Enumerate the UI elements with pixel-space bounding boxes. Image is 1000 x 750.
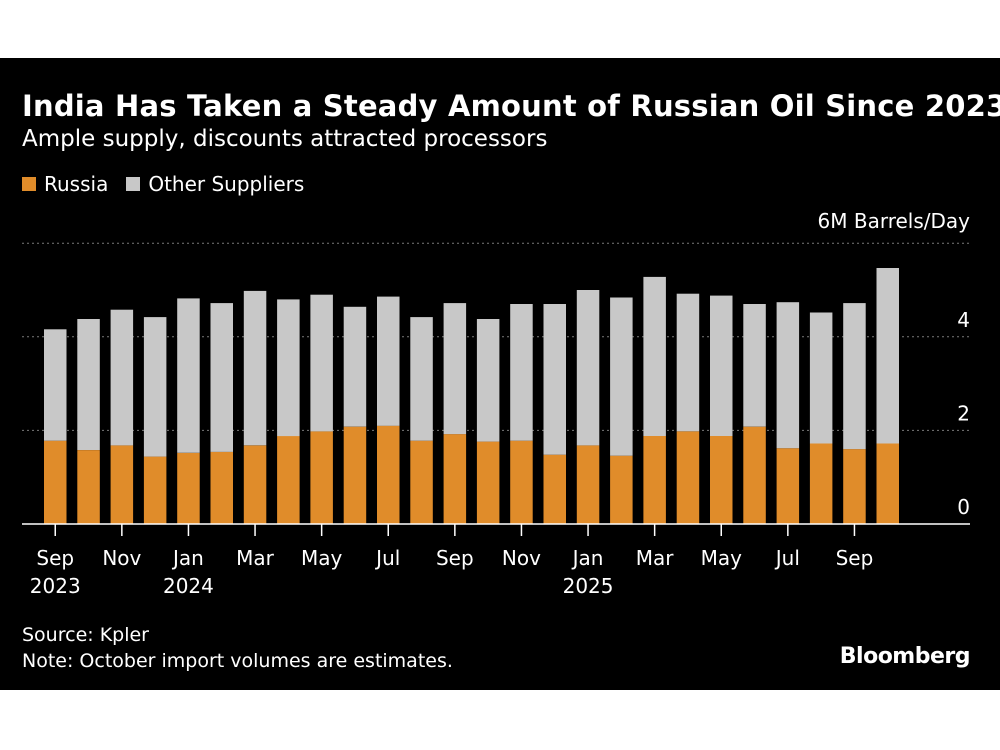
y-tick-label-0: 0 xyxy=(957,495,970,519)
legend-swatch-russia xyxy=(22,177,36,191)
bar-russia-21 xyxy=(743,426,766,524)
bar-other-suppliers-7 xyxy=(277,299,300,437)
chart-subtitle: Ample supply, discounts attracted proces… xyxy=(22,126,548,152)
bar-other-suppliers-5 xyxy=(210,303,233,452)
bar-other-suppliers-13 xyxy=(476,319,500,442)
bars-layer xyxy=(44,268,899,524)
bar-russia-2 xyxy=(110,445,134,524)
bar-other-suppliers-11 xyxy=(410,317,433,441)
x-tick-label-20: May xyxy=(701,546,743,570)
bar-russia-12 xyxy=(443,434,467,524)
bar-other-suppliers-4 xyxy=(177,298,200,453)
bar-russia-11 xyxy=(410,440,433,524)
bar-other-suppliers-6 xyxy=(243,290,267,446)
x-tick-label-8: May xyxy=(301,546,343,570)
bar-other-suppliers-12 xyxy=(443,303,467,435)
bar-other-suppliers-24 xyxy=(843,303,866,450)
bar-russia-5 xyxy=(210,451,233,524)
legend-item-russia: Russia xyxy=(22,172,108,196)
bar-russia-18 xyxy=(643,436,666,524)
bar-russia-8 xyxy=(310,431,333,524)
bar-russia-20 xyxy=(710,436,733,524)
bar-russia-0 xyxy=(44,440,67,524)
bar-other-suppliers-16 xyxy=(576,290,600,446)
bar-other-suppliers-8 xyxy=(310,294,333,432)
x-year-label-2023: 2023 xyxy=(30,574,81,598)
bar-russia-23 xyxy=(809,443,833,524)
bar-russia-19 xyxy=(676,431,700,524)
x-tick-label-14: Nov xyxy=(502,546,541,570)
bar-russia-14 xyxy=(510,440,533,524)
x-tick-label-0: Sep xyxy=(36,546,74,570)
x-tick-label-22: Jul xyxy=(774,546,800,570)
bar-other-suppliers-2 xyxy=(110,309,134,446)
bar-other-suppliers-23 xyxy=(809,312,833,444)
note-text: Note: October import volumes are estimat… xyxy=(22,650,453,672)
bar-russia-4 xyxy=(177,452,200,524)
x-tick-label-4: Jan xyxy=(171,546,204,570)
legend-item-other-suppliers: Other Suppliers xyxy=(126,172,304,196)
x-tick-label-10: Jul xyxy=(374,546,400,570)
x-tick-label-2: Nov xyxy=(102,546,141,570)
bloomberg-logo: Bloomberg xyxy=(839,644,971,669)
bar-other-suppliers-14 xyxy=(510,304,533,441)
bar-other-suppliers-20 xyxy=(710,295,733,436)
x-tick-label-12: Sep xyxy=(436,546,474,570)
bar-other-suppliers-0 xyxy=(44,329,67,441)
x-tick-label-6: Mar xyxy=(236,546,275,570)
bar-other-suppliers-25 xyxy=(876,268,899,444)
bar-russia-22 xyxy=(776,448,800,524)
legend: Russia Other Suppliers xyxy=(22,172,322,196)
y-tick-label-2: 2 xyxy=(957,401,970,425)
bar-russia-1 xyxy=(77,450,100,524)
bar-russia-6 xyxy=(243,445,267,524)
x-tick-label-18: Mar xyxy=(636,546,675,570)
legend-swatch-other-suppliers xyxy=(126,177,141,191)
bar-other-suppliers-17 xyxy=(610,297,633,456)
bar-other-suppliers-15 xyxy=(543,304,566,455)
x-tick-label-16: Jan xyxy=(571,546,604,570)
bar-other-suppliers-18 xyxy=(643,276,666,436)
bar-russia-9 xyxy=(343,426,367,524)
chart-title: India Has Taken a Steady Amount of Russi… xyxy=(22,89,1000,123)
bar-russia-16 xyxy=(576,445,600,524)
bar-russia-17 xyxy=(610,455,633,524)
bar-other-suppliers-21 xyxy=(743,304,766,427)
source-text: Source: Kpler xyxy=(22,624,149,646)
bar-russia-13 xyxy=(476,441,500,524)
bar-other-suppliers-10 xyxy=(377,296,400,426)
axis-layer: 0 2 4 6M Barrels/Day Sep 2023 Nov Jan 2024 Mar May… xyxy=(22,209,970,598)
y-tick-label-4: 4 xyxy=(957,308,970,332)
bar-other-suppliers-1 xyxy=(77,319,100,450)
x-tick-label-24: Sep xyxy=(836,546,874,570)
bar-russia-24 xyxy=(843,449,866,524)
bar-other-suppliers-3 xyxy=(143,317,167,457)
bar-russia-15 xyxy=(543,454,566,524)
bar-russia-3 xyxy=(143,456,167,524)
legend-label-other-suppliers: Other Suppliers xyxy=(148,172,305,196)
bar-other-suppliers-9 xyxy=(343,306,367,427)
x-year-label-2024: 2024 xyxy=(163,574,214,598)
bar-other-suppliers-22 xyxy=(776,302,800,449)
chart-panel xyxy=(0,58,1000,690)
bar-russia-7 xyxy=(277,436,300,524)
y-unit-label: 6M Barrels/Day xyxy=(818,209,971,233)
legend-label-russia: Russia xyxy=(44,172,109,196)
bar-russia-10 xyxy=(377,425,400,524)
x-year-label-2025: 2025 xyxy=(563,574,614,598)
bar-other-suppliers-19 xyxy=(676,293,700,432)
bar-russia-25 xyxy=(876,443,899,524)
